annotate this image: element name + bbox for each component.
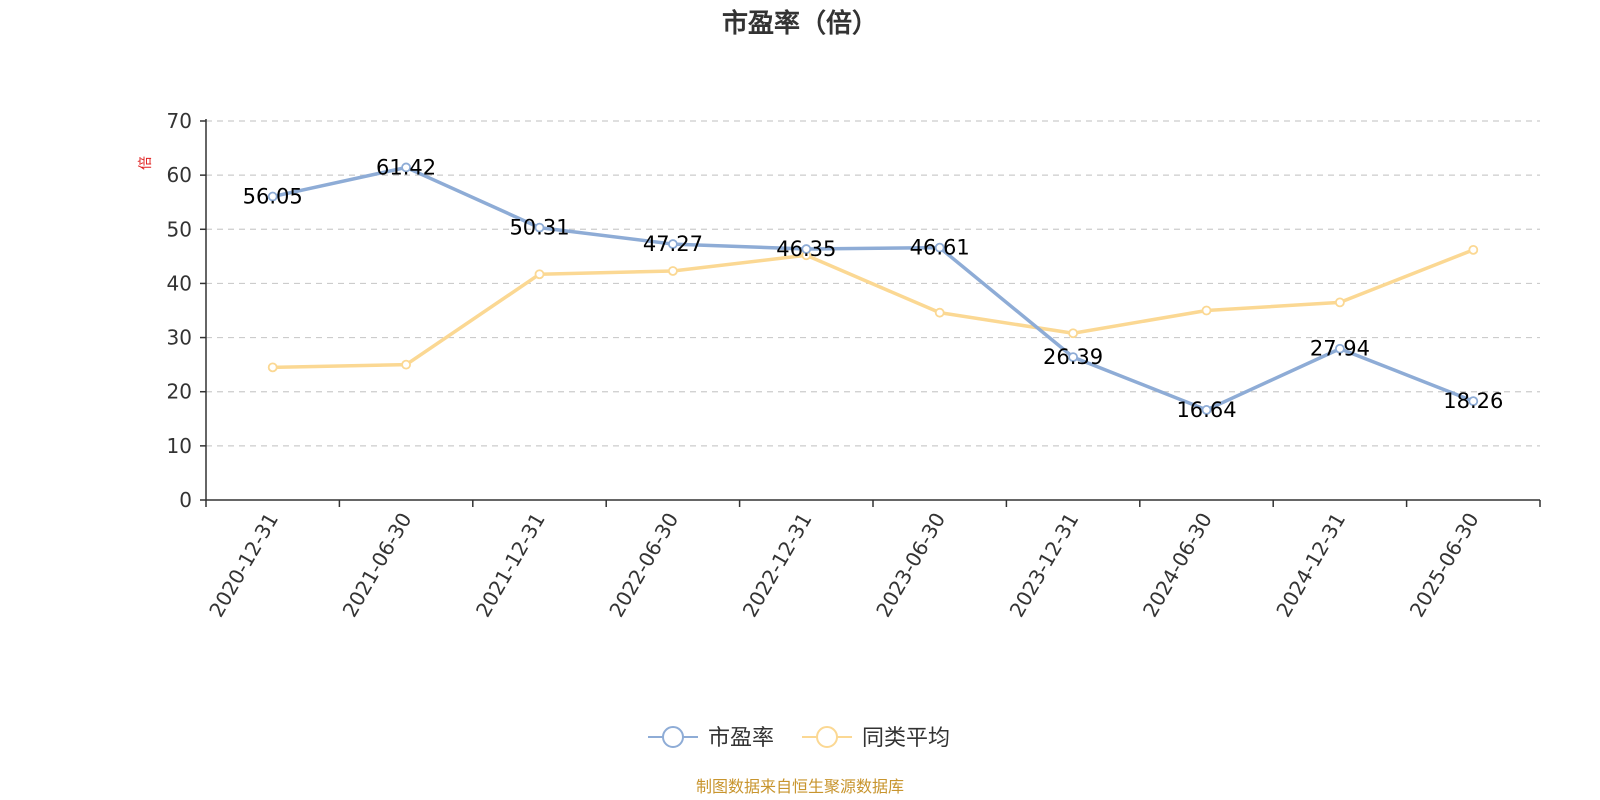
data-labels: 56.05 61.42 50.31 47.27 46.35 46.61 26.39 16.64… xyxy=(243,155,1504,421)
y-tick-label: 20 xyxy=(167,380,192,404)
data-label: 18.26 xyxy=(1443,389,1503,413)
chart-title: 市盈率（倍） xyxy=(722,8,878,39)
x-tick-label: 2024-12-31 xyxy=(1271,509,1350,622)
y-tick-label: 70 xyxy=(167,109,192,133)
data-point xyxy=(1468,396,1479,407)
x-tick-label: 2021-12-31 xyxy=(471,509,550,622)
y-tick-label: 60 xyxy=(167,163,192,187)
data-label: 47.27 xyxy=(643,232,703,256)
data-source-note: 制图数据来自恒生聚源数据库 xyxy=(696,777,904,796)
y-tick-label: 40 xyxy=(167,271,192,295)
data-point xyxy=(1201,305,1212,316)
data-label: 26.39 xyxy=(1043,345,1103,369)
x-tick-label: 2022-06-30 xyxy=(604,509,683,622)
data-point xyxy=(934,307,945,318)
data-label: 46.35 xyxy=(776,237,836,261)
data-point xyxy=(267,191,278,202)
data-point xyxy=(668,239,678,249)
y-tick-label: 10 xyxy=(167,434,192,458)
x-tick-label: 2025-06-30 xyxy=(1405,509,1484,622)
data-point xyxy=(801,244,812,254)
data-label: 61.42 xyxy=(376,155,436,179)
x-tick-label: 2022-12-31 xyxy=(738,509,817,622)
series-lines xyxy=(267,162,1479,415)
data-point xyxy=(1201,405,1212,415)
data-point xyxy=(934,242,945,253)
data-label: 46.61 xyxy=(910,236,970,260)
x-tick-label: 2023-06-30 xyxy=(871,508,950,621)
data-point xyxy=(1068,352,1078,363)
data-point xyxy=(534,222,545,233)
x-tick-label: 2021-06-30 xyxy=(338,508,417,621)
y-tick-label: 0 xyxy=(179,488,192,512)
y-tick-label: 50 xyxy=(167,217,192,241)
data-label: 27.94 xyxy=(1310,337,1370,361)
legend-label: 同类平均 xyxy=(862,726,950,751)
data-point xyxy=(534,269,545,280)
data-label: 50.31 xyxy=(509,216,569,240)
y-tick-label: 30 xyxy=(167,326,192,350)
data-point xyxy=(401,162,412,173)
x-tick-label: 2024-06-30 xyxy=(1138,509,1217,622)
data-point xyxy=(1335,343,1345,354)
data-label: 16.64 xyxy=(1176,398,1236,422)
data-point xyxy=(1335,297,1345,308)
legend: 市盈率 同类平均 xyxy=(648,726,950,751)
legend-item-0: 市盈率 xyxy=(648,726,774,751)
x-tick-label: 2023-12-31 xyxy=(1005,509,1084,622)
legend-swatch-marker xyxy=(816,726,839,748)
x-tick-label: 2020-12-31 xyxy=(204,509,283,622)
data-point xyxy=(401,359,412,370)
data-point xyxy=(1468,244,1479,255)
y-axis-unit-label: 倍 xyxy=(138,156,154,170)
series-line-1 xyxy=(270,248,1476,370)
data-point xyxy=(1068,328,1078,339)
series-line-0 xyxy=(270,165,1476,412)
legend-label: 市盈率 xyxy=(708,726,774,751)
gridlines xyxy=(206,120,1540,447)
legend-item-1: 同类平均 xyxy=(802,726,950,751)
data-label: 56.05 xyxy=(243,185,303,209)
data-point xyxy=(668,266,678,276)
legend-swatch-marker xyxy=(662,726,684,748)
data-point xyxy=(267,362,278,373)
